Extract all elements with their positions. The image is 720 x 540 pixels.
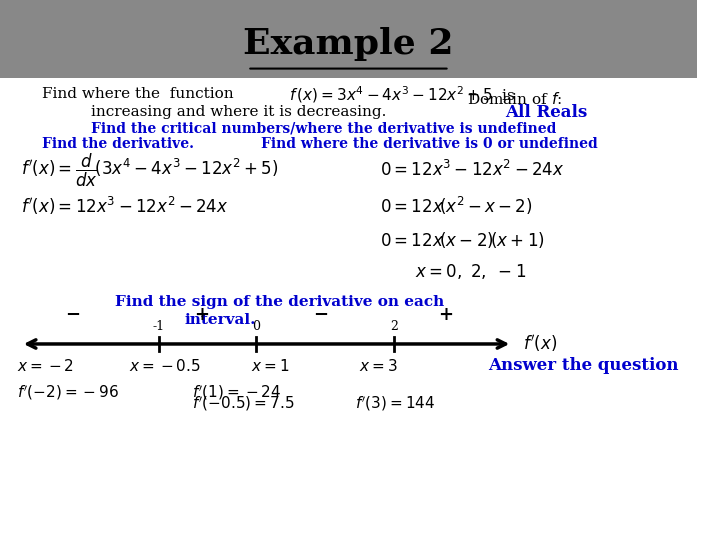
Text: $x=-0.5$: $x=-0.5$ <box>129 357 201 374</box>
Text: $f\,(x)=3x^4-4x^3-12x^2+5$  is: $f\,(x)=3x^4-4x^3-12x^2+5$ is <box>289 84 516 105</box>
Text: Find the derivative.: Find the derivative. <box>42 137 194 151</box>
Text: Find where the  function: Find where the function <box>42 87 233 102</box>
Text: interval.: interval. <box>184 313 256 327</box>
Text: Domain of $f$:: Domain of $f$: <box>467 91 562 107</box>
Text: $0=12x^3-12x^2-24x$: $0=12x^3-12x^2-24x$ <box>380 160 564 180</box>
Bar <box>0 0 697 78</box>
Text: −: − <box>313 306 328 324</box>
Text: Find the sign of the derivative on each: Find the sign of the derivative on each <box>115 295 444 309</box>
Text: $f'(x)$: $f'(x)$ <box>523 334 557 354</box>
Text: -1: -1 <box>153 320 165 333</box>
Text: increasing and where it is decreasing.: increasing and where it is decreasing. <box>91 105 386 119</box>
Text: 2: 2 <box>390 320 397 333</box>
Text: Example 2: Example 2 <box>243 28 454 61</box>
Text: $f'(3)=144$: $f'(3)=144$ <box>356 395 436 413</box>
Text: $0=12x\!\left(x^2-x-2\right)$: $0=12x\!\left(x^2-x-2\right)$ <box>380 195 533 217</box>
Text: $0=12x\!\left(x-2\right)\!\left(x+1\right)$: $0=12x\!\left(x-2\right)\!\left(x+1\righ… <box>380 230 544 251</box>
Text: 0: 0 <box>253 320 261 333</box>
Text: +: + <box>194 306 210 324</box>
Text: −: − <box>66 306 81 324</box>
Text: All Reals: All Reals <box>505 104 588 121</box>
Text: Answer the question: Answer the question <box>488 357 678 374</box>
Text: $f'(x)=\dfrac{d}{dx}\!\left(3x^4-4x^3-12x^2+5\right)$: $f'(x)=\dfrac{d}{dx}\!\left(3x^4-4x^3-12… <box>21 152 278 188</box>
Text: $x=3$: $x=3$ <box>359 357 397 374</box>
Text: $x=0,\ 2,\ -1$: $x=0,\ 2,\ -1$ <box>415 262 526 281</box>
Text: $x=1$: $x=1$ <box>251 357 289 374</box>
Text: +: + <box>438 306 454 324</box>
Text: Find the critical numbers/where the derivative is undefined: Find the critical numbers/where the deri… <box>91 122 556 136</box>
Text: $x=-2$: $x=-2$ <box>17 357 74 374</box>
Text: $f'(x)=12x^3-12x^2-24x$: $f'(x)=12x^3-12x^2-24x$ <box>21 195 228 217</box>
Text: $f'(-2)=-96$: $f'(-2)=-96$ <box>17 384 120 402</box>
Text: $f'(-0.5)=7.5$: $f'(-0.5)=7.5$ <box>192 395 294 413</box>
Text: Find where the derivative is 0 or undefined: Find where the derivative is 0 or undefi… <box>261 137 598 151</box>
Text: $f'(1)=-24$: $f'(1)=-24$ <box>192 384 281 402</box>
